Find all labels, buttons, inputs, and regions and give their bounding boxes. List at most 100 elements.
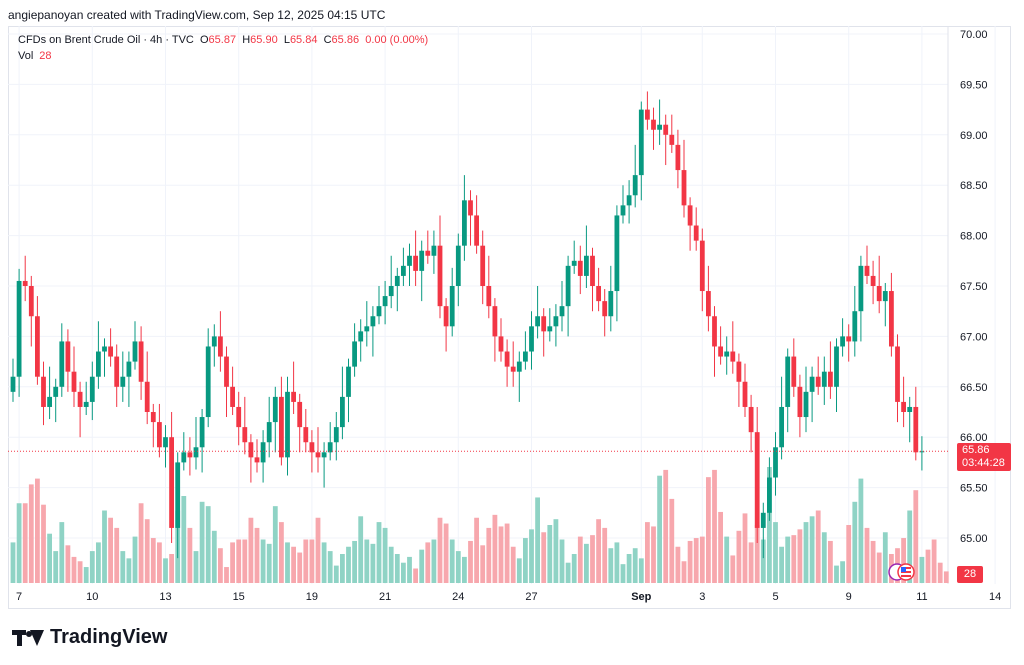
candle-body [388,286,394,297]
candle-body [553,316,559,327]
candle-body [291,391,296,402]
volume-bar [138,503,144,583]
candle-body [852,311,858,342]
volume-bar [870,540,876,583]
candle-body [321,452,327,458]
volume-bar [291,546,296,583]
volume-bar [651,526,656,583]
candle-body [41,376,46,407]
volume-bar [687,540,693,583]
chart-legend: CFDs on Brent Crude Oil · 4h · TVC O65.8… [18,34,428,46]
candle-body [870,275,876,286]
volume-bar [254,527,260,583]
candle-body [333,427,339,443]
candle-body [193,447,199,458]
time-axis-label: 27 [525,591,537,603]
volume-bar [803,522,809,583]
volume-bar [35,478,40,583]
volume-bar [931,539,937,583]
volume-bar [858,478,864,583]
candle-body [437,245,443,307]
candle-body [687,205,693,226]
tradingview-logo[interactable]: TradingView [12,626,167,649]
volume-bar [834,565,839,583]
volume-bar [236,539,242,583]
close-value: 65.86 [331,34,360,46]
volume-bar [638,558,644,583]
candle-body [645,109,650,120]
volume-bar [431,539,437,583]
volume-bar [645,522,650,583]
time-axis-label: 10 [86,591,98,603]
us-flag-event-icon[interactable] [888,562,918,582]
volume-bar [388,546,394,583]
price-axis-label: 69.50 [960,79,988,91]
candle-body [712,316,717,347]
volume-bar [693,538,699,583]
candle-body [279,396,284,458]
candle-body [651,119,656,130]
volume-bar [169,554,174,583]
candle-body [913,406,919,453]
volume-bar [376,522,382,583]
candle-body [669,134,675,145]
volume-bar [303,539,309,583]
time-axis-label: 7 [16,591,22,603]
volume-bar [828,540,833,583]
volume-bar [748,542,754,583]
volume-bar [437,517,443,583]
volume-label[interactable]: Vol [18,50,34,62]
volume-bar [413,568,418,583]
candle-body [22,280,28,286]
symbol-title[interactable]: CFDs on Brent Crude Oil · 4h · TVC [18,34,194,46]
candle-body [529,326,534,352]
volume-bar [596,519,601,583]
volume-bar [699,536,705,583]
volume-bar [791,535,797,583]
candle-body [382,296,388,307]
volume-bar [547,525,553,583]
candle-body [791,356,797,387]
low-label: L [283,34,290,46]
candle-body [163,437,168,448]
candle-body [840,336,845,347]
candle-body [730,351,736,362]
candle-body [53,386,59,397]
time-axis-label: 21 [379,591,391,603]
candle-body [431,245,437,256]
candle-body [620,205,626,216]
volume-bar [340,554,345,583]
candle-body [498,336,504,352]
volume-bar [492,514,498,583]
candle-body [681,170,687,206]
price-axis-label: 66.50 [960,382,988,394]
volume-bar [919,556,925,583]
volume-bar [443,523,449,583]
volume-bar [925,549,931,583]
volume-bar [370,543,376,583]
volume-bar [285,542,290,583]
candle-body [425,250,431,256]
candle-body [175,462,181,528]
open-value: 65.87 [208,34,237,46]
chart-frame[interactable] [8,26,1011,609]
volume-bar [358,516,364,583]
candle-body [565,265,571,307]
candle-body [706,291,711,317]
candle-body [199,417,205,448]
volume-bar [852,501,858,583]
candle-body [516,361,522,372]
candle-body [821,371,827,387]
volume-bar [675,546,681,583]
candle-body [89,376,95,402]
volume-bar [16,503,22,583]
candle-body [724,351,730,357]
volume-bar [382,527,388,583]
candle-body [59,341,65,387]
candle-body [846,336,852,342]
candle-body [303,427,309,443]
candle-body [181,452,187,463]
price-axis-label: 68.50 [960,180,988,192]
last-volume-tag: 28 [957,566,983,583]
